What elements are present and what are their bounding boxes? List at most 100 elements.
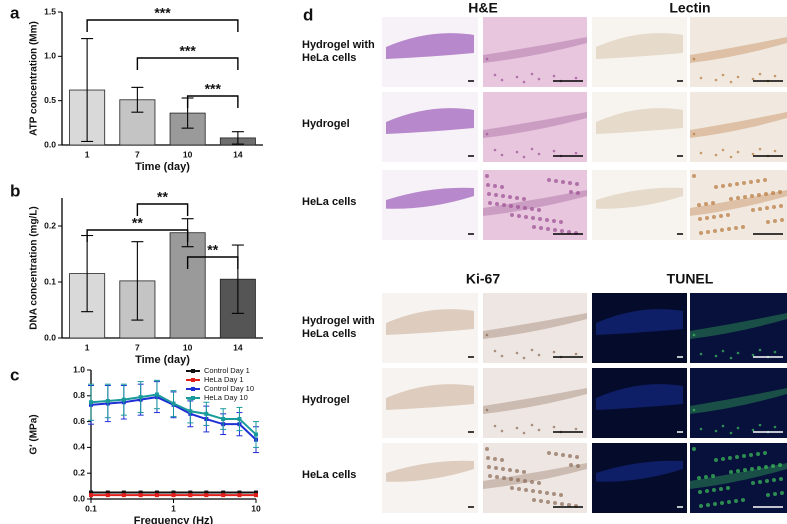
significance-bracket (186, 95, 239, 108)
cell (714, 153, 718, 157)
point (204, 411, 209, 416)
cell (729, 431, 733, 435)
cell (766, 220, 770, 224)
cell (574, 352, 578, 356)
point (138, 493, 143, 498)
cell (530, 72, 534, 76)
legend-marker (191, 387, 195, 391)
cell (532, 225, 536, 229)
legend-label: Control Day 10 (204, 384, 254, 393)
point (154, 493, 159, 498)
cell (501, 194, 505, 198)
point (105, 490, 110, 495)
cell (574, 76, 578, 80)
significance-bracket (186, 256, 239, 269)
cell (704, 475, 708, 479)
cell (764, 465, 768, 469)
cell (756, 452, 760, 456)
cell (510, 213, 514, 217)
cell (561, 453, 565, 457)
cell (772, 478, 776, 482)
cell (546, 500, 550, 504)
cell (742, 181, 746, 185)
tissue-layer (690, 313, 787, 339)
cell (692, 333, 696, 337)
cell (751, 152, 755, 156)
cell (741, 225, 745, 229)
tissue (596, 309, 683, 335)
cell (736, 75, 740, 79)
cell (500, 78, 504, 82)
legend-marker (191, 369, 195, 373)
cell (736, 150, 740, 154)
cell (773, 74, 777, 78)
point (204, 493, 209, 498)
y-tick-label: 0.0 (73, 493, 85, 503)
point (237, 493, 242, 498)
cell (576, 191, 580, 195)
cell (546, 227, 550, 231)
cell (530, 147, 534, 151)
cell (780, 491, 784, 495)
point (237, 490, 242, 495)
y-axis-title: ATP concentration (Mm) (29, 21, 40, 136)
cell (569, 190, 573, 194)
significance-bracket (86, 229, 189, 242)
cell (559, 220, 563, 224)
cell (778, 190, 782, 194)
cell (552, 425, 556, 429)
y-tick-label: 0.1 (44, 276, 56, 286)
cell (530, 348, 534, 352)
point (89, 400, 93, 405)
y-tick-label: 1.5 (44, 6, 56, 16)
cell (736, 196, 740, 200)
x-axis-title: Frequency (Hz) (134, 515, 214, 524)
cell (547, 451, 551, 455)
point (254, 432, 258, 437)
row-label: Hydrogel (302, 118, 350, 130)
tissue-layer (690, 37, 787, 63)
cell (735, 182, 739, 186)
point (171, 493, 176, 498)
cell (524, 488, 528, 492)
cell (522, 356, 526, 360)
tissue-layer (690, 388, 787, 414)
x-tick-label: 14 (233, 149, 243, 159)
cell (711, 201, 715, 205)
tissue (386, 108, 474, 134)
cell (720, 501, 724, 505)
significance-label: ** (207, 242, 218, 258)
cell (729, 470, 733, 474)
column-heading: TUNEL (667, 271, 714, 287)
cell (552, 149, 556, 153)
tissue (386, 384, 474, 410)
cell (699, 427, 703, 431)
cell (771, 464, 775, 468)
tissue (596, 187, 683, 209)
point (254, 490, 258, 495)
cell (554, 452, 558, 456)
cell (728, 456, 732, 460)
cell (779, 477, 783, 481)
cell (538, 490, 542, 494)
cell (509, 477, 513, 481)
point (105, 398, 110, 403)
cell (495, 475, 499, 479)
cell (692, 447, 696, 451)
cell (719, 214, 723, 218)
cell (772, 205, 776, 209)
cell (488, 474, 492, 478)
cell (692, 132, 696, 136)
cell (531, 489, 535, 493)
point (188, 490, 193, 495)
significance-label: *** (205, 81, 222, 97)
cell (515, 469, 519, 473)
cell (532, 498, 536, 502)
cell (493, 424, 497, 428)
row-label: Hydrogel with HeLa cells (302, 39, 375, 64)
x-tick-label: 10 (183, 149, 193, 159)
cell (698, 217, 702, 221)
cell (552, 219, 556, 223)
